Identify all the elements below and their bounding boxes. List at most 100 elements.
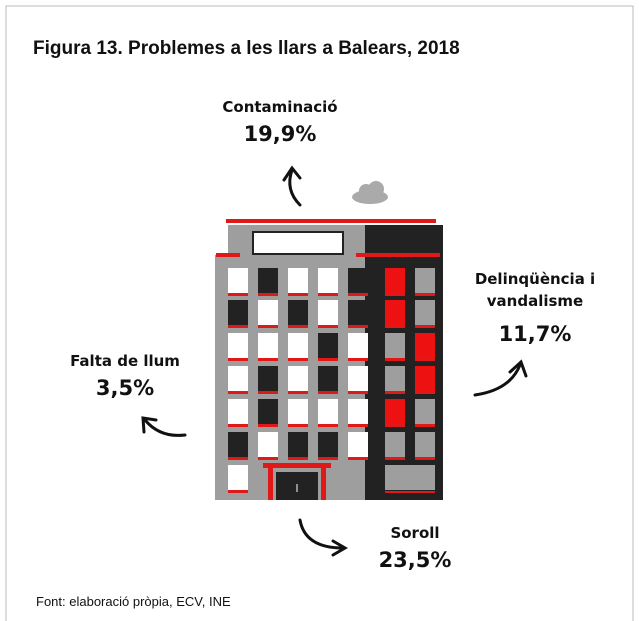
window [288,333,308,358]
window [415,399,435,424]
window [385,300,405,325]
window [228,490,248,493]
title: Figura 13. Problemes a les llars a Balea… [33,38,460,59]
window [258,293,278,296]
window [228,457,248,460]
item-label: Delinqüència i vandalisme [474,270,596,310]
window [385,358,405,361]
window [228,399,248,424]
window [288,399,308,424]
window [288,268,308,293]
window [348,457,368,460]
window [288,366,308,391]
window [415,457,435,460]
window [415,300,435,325]
window [318,424,338,427]
window [318,399,338,424]
window [348,333,368,358]
window [348,391,368,394]
source: Font: elaboració pròpia, ECV, INE [36,594,231,609]
window [318,457,338,460]
item-label: Contaminació [222,98,338,116]
window [415,293,435,296]
window [415,333,435,358]
window [288,300,308,325]
item-value: 11,7% [498,322,572,346]
item-value: 23,5% [378,548,452,572]
window [228,391,248,394]
window [318,432,338,457]
window [415,424,435,427]
item-label: Falta de llum [70,352,180,370]
window [415,366,435,391]
window [348,432,368,457]
window [258,432,278,457]
window [258,391,278,394]
window [415,358,435,361]
window [258,325,278,328]
item-label: Soroll [390,524,440,542]
window [318,358,338,361]
window [385,293,405,296]
window [228,432,248,457]
window [258,358,278,361]
window [415,391,435,394]
window [385,432,405,457]
window [348,358,368,361]
window [385,457,405,460]
window [258,268,278,293]
window [258,399,278,424]
window [318,391,338,394]
window [385,325,405,328]
window [415,325,435,328]
window [258,424,278,427]
window [318,293,338,296]
window [348,293,368,296]
window [318,333,338,358]
window [258,457,278,460]
item-value: 19,9% [243,122,317,146]
window [258,333,278,358]
window [318,325,338,328]
window [258,300,278,325]
window [348,325,368,328]
window [348,366,368,391]
window [385,268,405,293]
window [415,432,435,457]
window [348,300,368,325]
window [288,325,308,328]
cloud [352,181,388,204]
window [288,293,308,296]
window [228,268,248,293]
window [288,424,308,427]
window [385,424,405,427]
window [385,333,405,358]
item-value: 3,5% [95,376,155,400]
window [228,465,248,490]
window [228,300,248,325]
frame [5,5,634,621]
window [228,325,248,328]
window [228,366,248,391]
window [415,268,435,293]
arrows [141,165,528,557]
window [258,366,278,391]
window [228,333,248,358]
window [228,358,248,361]
window [348,424,368,427]
window [318,366,338,391]
window [385,399,405,424]
window [288,457,308,460]
window [318,300,338,325]
window [228,424,248,427]
building [215,219,443,500]
window [318,268,338,293]
window [288,358,308,361]
window [288,432,308,457]
window [348,399,368,424]
window [228,293,248,296]
window [288,391,308,394]
window [385,366,405,391]
